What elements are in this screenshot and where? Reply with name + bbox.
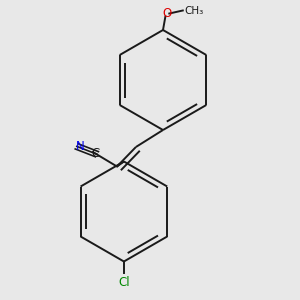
Text: O: O bbox=[162, 7, 172, 20]
Text: CH₃: CH₃ bbox=[184, 5, 204, 16]
Text: C: C bbox=[91, 147, 100, 160]
Text: Cl: Cl bbox=[118, 276, 130, 289]
Text: N: N bbox=[76, 140, 85, 154]
